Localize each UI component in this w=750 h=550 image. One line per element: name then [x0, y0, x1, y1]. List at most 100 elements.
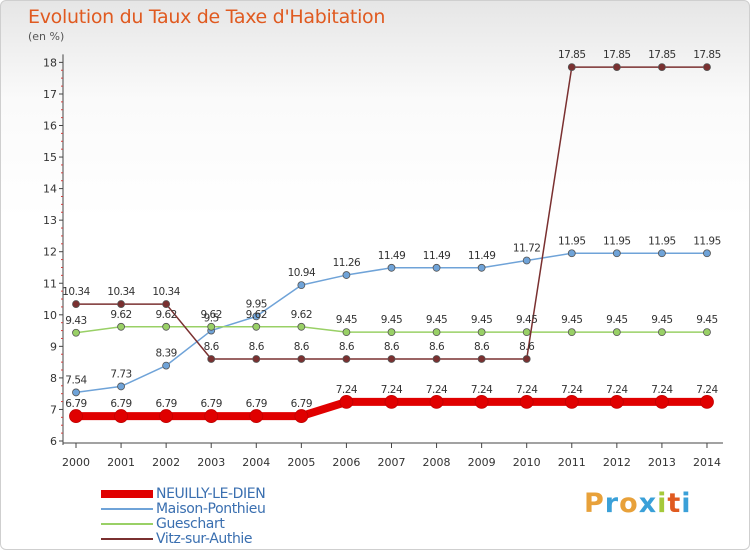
x-tick-label: 2003 [197, 456, 225, 469]
x-tick-label: 2006 [332, 456, 360, 469]
legend-label: NEUILLY-LE-DIEN [156, 486, 266, 502]
y-tick-label: 14 [43, 183, 57, 196]
data-label: 8.6 [294, 341, 310, 353]
y-tick-label: 18 [43, 56, 57, 69]
data-label: 6.79 [246, 398, 267, 410]
data-point [564, 394, 579, 409]
data-label: 8.6 [339, 341, 355, 353]
legend-swatch [101, 490, 153, 498]
data-point [387, 328, 396, 337]
y-tick-label: 9 [50, 340, 57, 353]
data-point [477, 263, 486, 272]
y-tick-label: 13 [43, 214, 57, 227]
data-point [72, 388, 80, 397]
x-tick-label: 2004 [242, 456, 270, 469]
data-point [384, 394, 399, 409]
data-label: 8.6 [474, 341, 490, 353]
data-point [162, 322, 171, 331]
x-tick-label: 2008 [423, 456, 451, 469]
x-tick-label: 2002 [152, 456, 180, 469]
data-point [162, 361, 171, 370]
y-tick-label: 17 [43, 88, 57, 101]
x-tick-label: 2013 [648, 456, 676, 469]
data-point [339, 394, 354, 409]
data-label: 17.85 [603, 49, 631, 61]
data-label: 9.95 [246, 298, 267, 310]
data-point [204, 409, 219, 423]
x-tick-label: 2005 [287, 456, 315, 469]
data-point [658, 328, 666, 337]
data-label: 9.45 [336, 314, 357, 326]
data-label: 8.6 [204, 341, 220, 353]
data-label: 9.62 [201, 309, 222, 321]
data-point [117, 382, 125, 391]
legend-swatch [101, 523, 153, 525]
legend-label: Vitz-sur-Authie [156, 531, 253, 547]
data-label: 9.45 [696, 314, 717, 326]
data-point [69, 409, 83, 423]
y-tick-label: 7 [50, 403, 57, 416]
data-point [72, 300, 80, 308]
data-label: 17.85 [648, 49, 676, 61]
data-label: 8.6 [384, 341, 400, 353]
chart-title: Evolution du Taux de Taxe d'Habitation [28, 6, 386, 28]
data-point [117, 322, 125, 331]
data-point [519, 394, 534, 409]
data-point [342, 328, 351, 337]
data-label: 9.62 [246, 309, 267, 321]
data-label: 9.45 [606, 314, 627, 326]
y-tick-label: 15 [43, 151, 57, 164]
data-label: 11.72 [513, 243, 541, 255]
data-point [658, 249, 666, 258]
data-point [297, 322, 306, 331]
data-label: 6.79 [291, 398, 312, 410]
data-label: 9.45 [381, 314, 402, 326]
data-label: 7.24 [381, 384, 403, 396]
legend-swatch [101, 538, 153, 540]
data-label: 6.79 [110, 398, 131, 410]
data-point [72, 328, 80, 337]
data-point [609, 394, 624, 409]
data-label: 8.6 [519, 341, 535, 353]
data-point [252, 355, 261, 363]
data-point [703, 328, 711, 337]
data-label: 7.24 [561, 384, 583, 396]
data-point [612, 249, 621, 258]
data-point [522, 328, 531, 337]
data-point [477, 355, 486, 363]
data-label: 9.45 [516, 314, 537, 326]
data-label: 10.34 [62, 286, 90, 298]
data-label: 9.45 [561, 314, 582, 326]
data-point [294, 409, 309, 423]
data-label: 11.95 [648, 235, 676, 247]
data-point [612, 328, 621, 337]
data-label: 9.5 [204, 313, 219, 325]
data-point [658, 63, 666, 72]
data-label: 6.79 [155, 398, 176, 410]
data-label: 9.45 [426, 314, 447, 326]
legend-swatch [101, 508, 153, 510]
data-label: 7.24 [606, 384, 628, 396]
data-point [432, 355, 441, 363]
data-label: 7.73 [110, 368, 131, 380]
y-tick-label: 16 [43, 120, 57, 133]
data-point [252, 312, 261, 321]
data-point [612, 63, 621, 72]
data-point [342, 271, 351, 279]
data-label: 17.85 [693, 49, 721, 61]
y-tick-label: 11 [43, 277, 57, 290]
legend-label: Maison-Ponthieu [156, 501, 266, 517]
data-label: 9.62 [110, 309, 131, 321]
data-label: 10.34 [107, 286, 135, 298]
data-label: 6.79 [65, 398, 86, 410]
data-label: 11.95 [558, 235, 586, 247]
data-point [117, 300, 125, 308]
data-point [114, 409, 128, 423]
x-tick-label: 2014 [693, 456, 721, 469]
data-point [429, 394, 444, 409]
data-label: 7.24 [651, 384, 673, 396]
data-point [700, 394, 714, 409]
data-label: 9.62 [291, 309, 312, 321]
y-tick-label: 10 [43, 309, 57, 322]
